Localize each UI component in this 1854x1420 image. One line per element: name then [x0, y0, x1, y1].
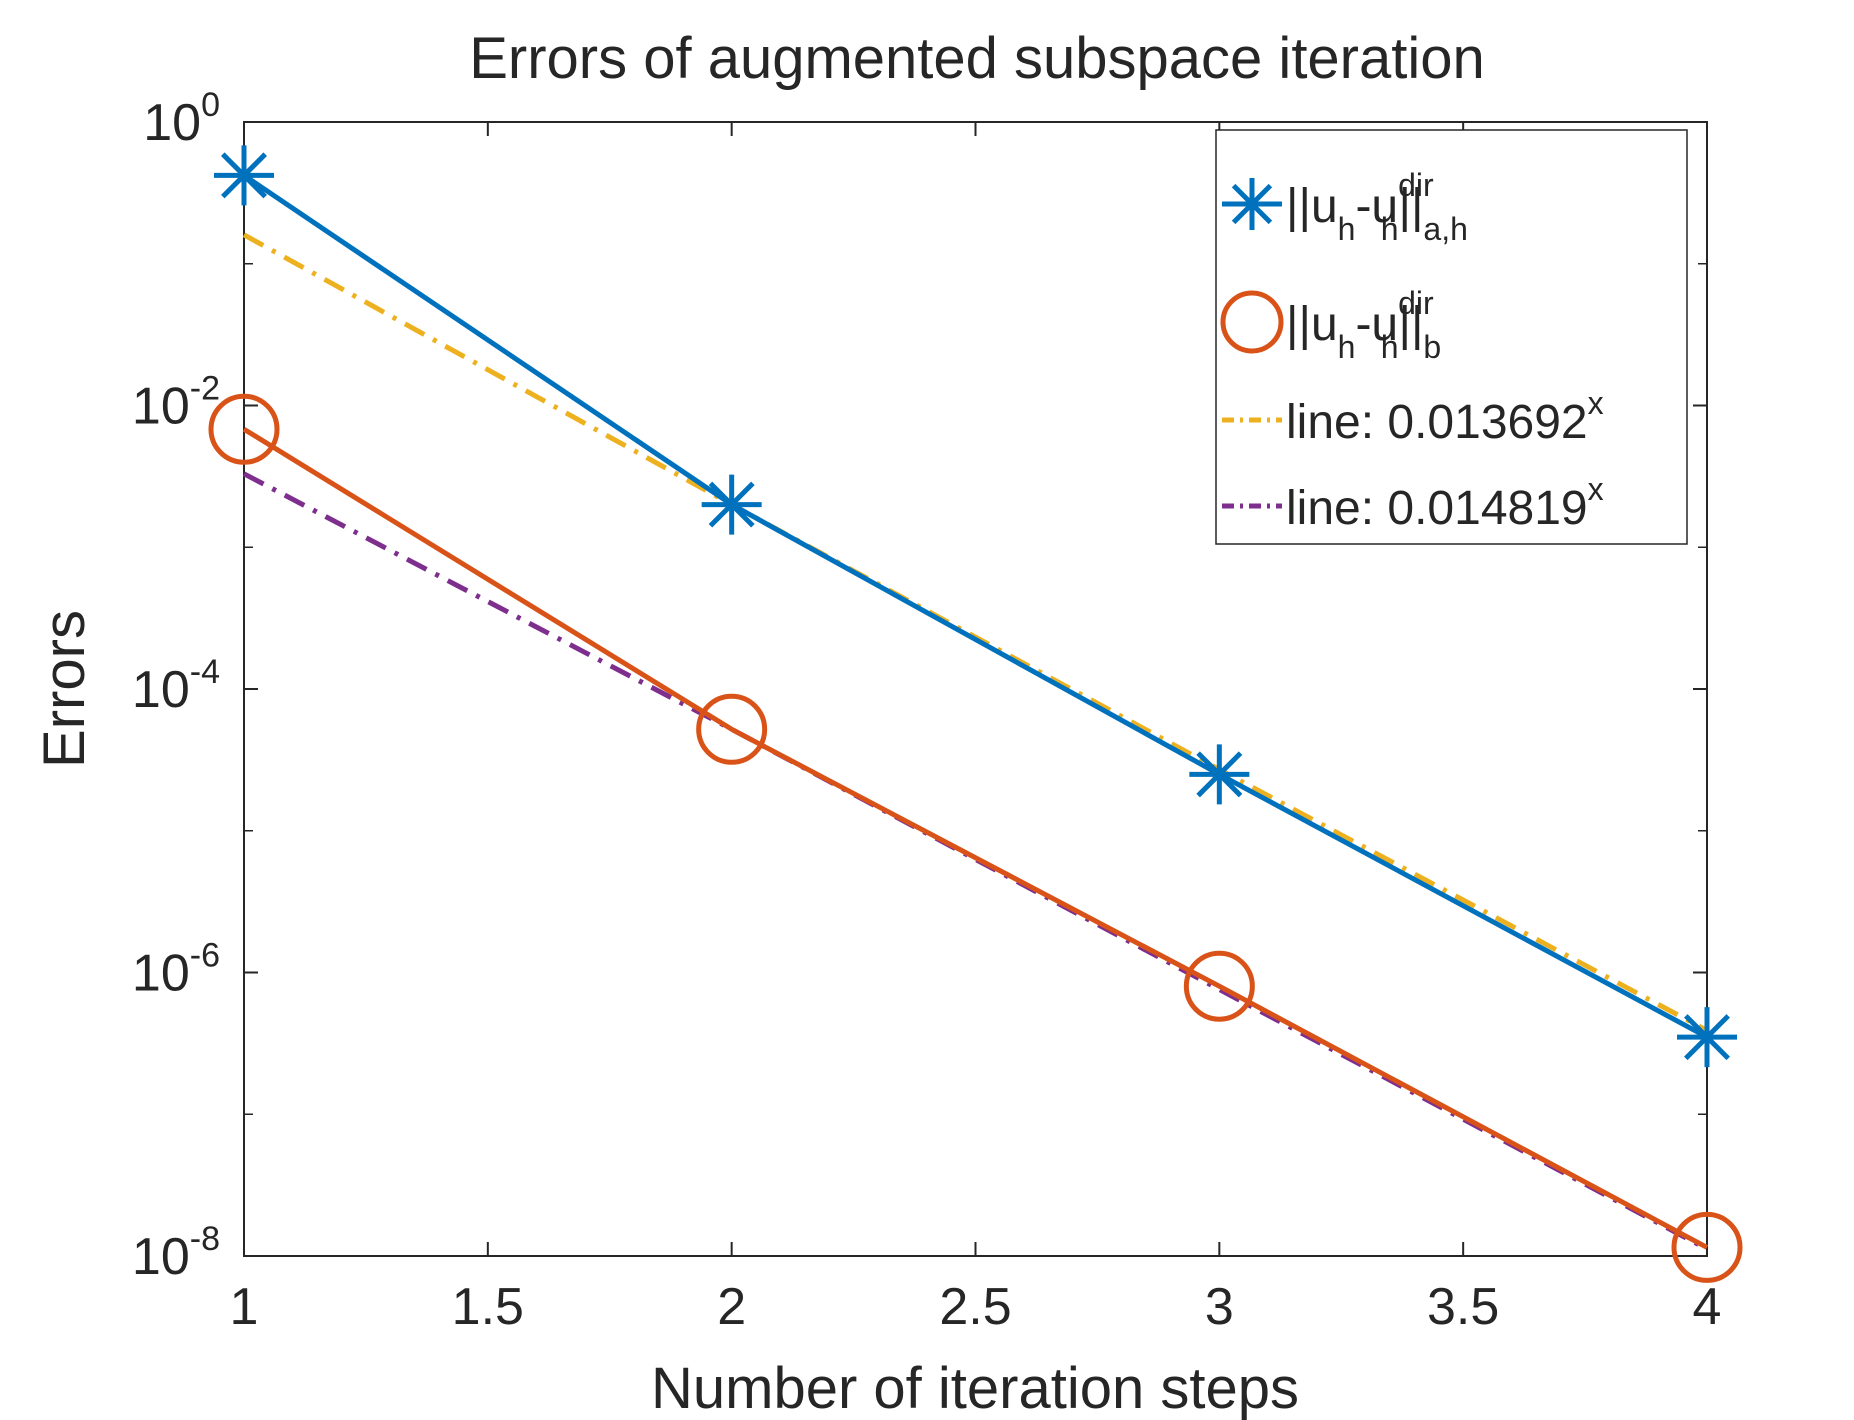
- asterisk-stroke: [221, 152, 267, 199]
- data-point-series-1: [1677, 1007, 1737, 1068]
- axis-ticks: [243, 121, 1708, 1257]
- legend-label: line: 0.013692x: [1286, 385, 1604, 449]
- asterisk-stroke: [708, 481, 755, 528]
- x-tick-label: 1.5: [452, 1278, 524, 1336]
- legend-label: ||uh-udir h||a,h: [1286, 167, 1468, 247]
- tick-labels: 1 1.5 2 2.5 3 3.5 4 100 10-2 10-4 10-6 10-8: [132, 86, 1722, 1336]
- y-tick-label: 10-2: [132, 370, 220, 436]
- y-tick-label: 10-6: [132, 937, 220, 1003]
- x-tick-label: 1: [230, 1278, 259, 1336]
- y-axis-label: Errors: [32, 610, 97, 768]
- x-tick-label: 3: [1205, 1278, 1234, 1336]
- x-tick-label: 4: [1693, 1278, 1722, 1336]
- y-tick-label: 10-4: [132, 653, 220, 719]
- data-point-series-2: [696, 693, 768, 765]
- data-point-series-1: [214, 145, 274, 206]
- legend-marker-asterisk: [1226, 178, 1278, 230]
- series-line-2: [242, 427, 1709, 1250]
- legend-entry-2: ||uh-udir h||b: [1220, 285, 1441, 365]
- legend-label: ||uh-udir h||b: [1286, 285, 1441, 365]
- asterisk-stroke: [1196, 751, 1243, 798]
- legend-box: [1215, 129, 1688, 545]
- x-axis-label: Number of iteration steps: [651, 1356, 1299, 1420]
- asterisk-stroke: [1231, 183, 1273, 225]
- legend-entry-3: line: 0.013692x: [1222, 385, 1604, 449]
- series-line-1: [242, 173, 1709, 1040]
- data-point-series-1: [1189, 744, 1250, 805]
- legend-marker-circle: [1220, 290, 1284, 354]
- y-tick-label: 100: [143, 86, 220, 152]
- data-point-series-1: [701, 474, 762, 535]
- data-point-series-2: [1671, 1211, 1743, 1283]
- legend-label: line: 0.014819x: [1286, 471, 1604, 535]
- x-tick-label: 3.5: [1427, 1278, 1499, 1336]
- legend: ||uh-udir h||a,h ||uh-udir h||b line: 0.0136…: [1215, 129, 1688, 545]
- y-tick-label: 10-8: [132, 1220, 220, 1286]
- legend-entry-4: line: 0.014819x: [1222, 471, 1604, 535]
- data-point-series-2: [208, 393, 280, 465]
- legend-entry-1: ||uh-udir h||a,h: [1222, 167, 1468, 247]
- x-tick-label: 2: [717, 1278, 746, 1336]
- asterisk-stroke: [1684, 1014, 1730, 1061]
- chart-title: Errors of augmented subspace iteration: [469, 26, 1485, 91]
- data-point-series-2: [1183, 950, 1255, 1022]
- x-tick-label: 2.5: [939, 1278, 1011, 1336]
- series-layer: [208, 145, 1743, 1283]
